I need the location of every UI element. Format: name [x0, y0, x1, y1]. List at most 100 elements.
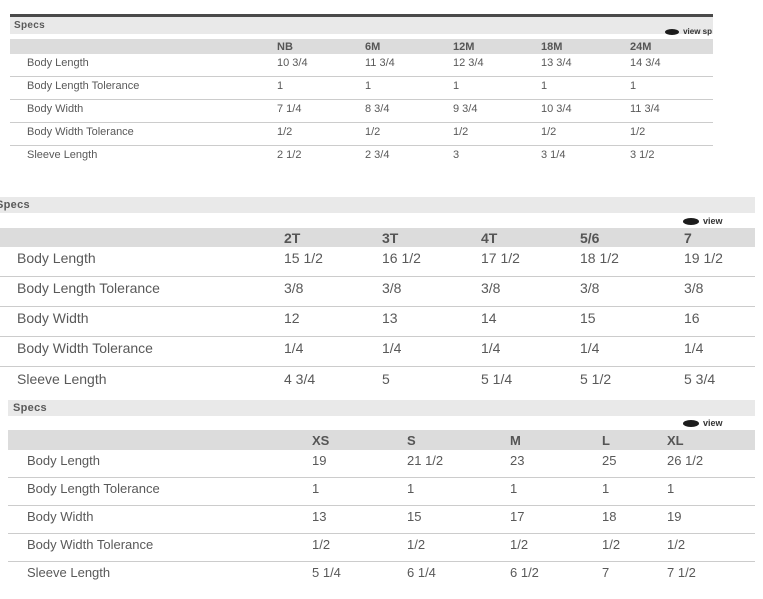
eye-icon: [665, 28, 680, 35]
spec-value: 3 1/2: [630, 148, 655, 161]
column-header: M: [510, 432, 521, 448]
spec-row: Body Length Tolerance 1 1 1 1 1: [10, 77, 713, 100]
spec-row-label: Body Width Tolerance: [27, 125, 134, 138]
spec-value: 10 3/4: [277, 56, 308, 69]
specs-section-header: Specs: [8, 400, 755, 416]
spec-value: 3 1/4: [541, 148, 566, 161]
spec-value: 6 1/2: [510, 565, 539, 581]
spec-value: 9 3/4: [453, 102, 478, 115]
spec-row-label: Body Length Tolerance: [17, 280, 160, 297]
spec-value: 19: [667, 509, 682, 524]
specs-section-header: Specs: [0, 197, 755, 213]
spec-row-label: Body Length: [27, 453, 101, 468]
column-header-row: XS S M L XL: [8, 430, 755, 450]
spec-row: Sleeve Length 2 1/2 2 3/4 3 3 1/4 3 1/2: [10, 146, 713, 169]
specs-title: Specs: [14, 20, 45, 31]
spec-value: 3/8: [684, 280, 704, 297]
spec-value: 1/2: [510, 537, 529, 552]
spec-value: 1/4: [382, 340, 402, 357]
spec-row-label: Body Length: [27, 56, 89, 69]
spec-value: 16 1/2: [382, 250, 421, 267]
spec-value: 2 3/4: [365, 148, 390, 161]
spec-value: 3/8: [580, 280, 600, 297]
spec-value: 1/2: [407, 537, 426, 552]
spec-row: Body Length Tolerance 1 1 1 1 1: [8, 478, 755, 506]
column-header: 24M: [630, 40, 652, 53]
spec-value: 1: [365, 79, 372, 92]
spec-value: 18 1/2: [580, 250, 619, 267]
column-header: XL: [667, 432, 684, 448]
view-specs-link[interactable]: view: [683, 418, 723, 428]
view-specs-label: view: [703, 418, 723, 428]
view-specs-link[interactable]: view sp: [665, 27, 712, 36]
link-row: view: [8, 416, 755, 430]
spec-value: 1/4: [284, 340, 304, 357]
spec-value: 7 1/4: [277, 102, 302, 115]
spec-value: 14 3/4: [630, 56, 661, 69]
spec-row-label: Body Length Tolerance: [27, 79, 140, 92]
spec-value: 3/8: [481, 280, 501, 297]
column-header: 2T: [284, 229, 301, 246]
view-specs-link[interactable]: view: [683, 216, 723, 226]
spec-value: 15: [580, 310, 596, 327]
spec-value: 1/2: [602, 537, 621, 552]
spec-value: 15: [407, 509, 422, 524]
spec-value: 1/2: [312, 537, 331, 552]
spec-row-label: Body Width Tolerance: [17, 340, 153, 357]
spec-value: 1: [312, 481, 320, 496]
spec-row: Body Width 12 13 14 15 16: [0, 307, 755, 337]
column-header-row: NB 6M 12M 18M 24M: [10, 39, 713, 54]
spec-value: 17: [510, 509, 525, 524]
spec-value: 1/4: [684, 340, 704, 357]
spec-value: 1: [453, 79, 460, 92]
spec-value: 14: [481, 310, 497, 327]
specs-section-toddler: Specs view 2T 3T 4T 5/6 7 Body Length 15 …: [0, 197, 755, 397]
spec-value: 19: [312, 453, 327, 468]
spec-row-label: Sleeve Length: [27, 565, 111, 581]
spec-rows: Body Length 19 21 1/2 23 25 26 1/2 Body Length…: [8, 450, 755, 590]
spec-value: 1: [667, 481, 675, 496]
spec-row: Body Length Tolerance 3/8 3/8 3/8 3/8 3/8: [0, 277, 755, 307]
spec-value: 1: [407, 481, 415, 496]
spec-value: 26 1/2: [667, 453, 704, 468]
spec-value: 1/2: [630, 125, 646, 138]
spec-value: 1: [630, 79, 637, 92]
spec-value: 3/8: [382, 280, 402, 297]
spec-value: 5 1/4: [312, 565, 341, 581]
spec-value: 7: [602, 565, 610, 581]
column-header: 4T: [481, 229, 498, 246]
spec-value: 13: [312, 509, 327, 524]
specs-section-adult: Specs view XS S M L XL Body Length 19 21 1…: [8, 400, 755, 590]
spec-row: Body Length 15 1/2 16 1/2 17 1/2 18 1/2 19 1/…: [0, 247, 755, 277]
spec-row: Sleeve Length 5 1/4 6 1/4 6 1/2 7 7 1/2: [8, 562, 755, 590]
specs-section-header: Specs: [10, 17, 713, 34]
spec-row: Body Width 7 1/4 8 3/4 9 3/4 10 3/4 11 3/4: [10, 100, 713, 123]
spec-value: 13 3/4: [541, 56, 572, 69]
link-row: view: [0, 213, 755, 228]
spec-value: 1/2: [667, 537, 686, 552]
column-header: 6M: [365, 40, 381, 53]
spec-row: Sleeve Length 4 3/4 5 5 1/4 5 1/2 5 3/4: [0, 367, 755, 397]
column-header: NB: [277, 40, 293, 53]
spec-value: 11 3/4: [365, 56, 395, 69]
column-header: S: [407, 432, 416, 448]
spec-row-label: Body Width Tolerance: [27, 537, 154, 552]
link-row: view sp: [10, 27, 713, 39]
spec-row: Body Length 19 21 1/2 23 25 26 1/2: [8, 450, 755, 478]
spec-row-label: Body Width: [27, 102, 84, 115]
spec-value: 6 1/4: [407, 565, 436, 581]
view-specs-label: view: [703, 216, 723, 226]
spec-row-label: Sleeve Length: [27, 148, 98, 161]
spec-value: 5 1/2: [580, 370, 612, 387]
spec-row: Body Width 13 15 17 18 19: [8, 506, 755, 534]
specs-section-infant: Specs view sp NB 6M 12M 18M 24M Body Len…: [10, 14, 713, 169]
spec-value: 21 1/2: [407, 453, 444, 468]
spec-value: 1/2: [453, 125, 469, 138]
spec-rows: Body Length 15 1/2 16 1/2 17 1/2 18 1/2 19 1/…: [0, 247, 755, 397]
spec-value: 5 1/4: [481, 370, 513, 387]
column-header: 18M: [541, 40, 563, 53]
section-top-border: [10, 14, 713, 17]
spec-row-label: Body Width: [27, 509, 94, 524]
spec-value: 4 3/4: [284, 370, 316, 387]
eye-icon: [683, 419, 699, 427]
